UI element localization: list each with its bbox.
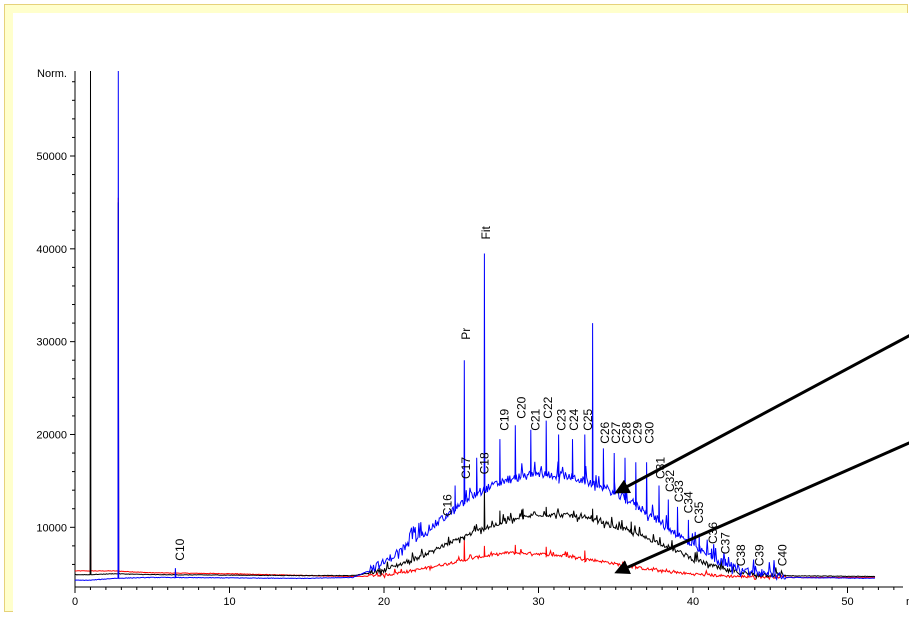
peak-label: C27 [609, 421, 623, 443]
peak-label: Fit [479, 226, 493, 240]
peak-label: C22 [541, 396, 555, 418]
peak-label: C24 [567, 408, 581, 430]
peak-label: C38 [734, 544, 748, 566]
series-line [74, 197, 876, 581]
peak-label: C37 [718, 532, 732, 554]
y-tick-label: 20000 [36, 429, 67, 441]
peak-label: C34 [681, 491, 695, 513]
peak-label: C30 [643, 421, 657, 443]
peak-label: C17 [459, 457, 473, 479]
series-line [74, 70, 876, 580]
y-tick-label: 30000 [36, 337, 67, 349]
annotation-arrow [614, 441, 909, 575]
y-axis-label: Norm. [37, 68, 67, 80]
y-tick-label: 40000 [36, 244, 67, 256]
y-tick-label: 10000 [36, 522, 67, 534]
chromatogram-chart: 10000 20000 30000 40000 50000 Norm. 0 10 20 30 40 5… [36, 68, 909, 608]
x-tick-label: 40 [687, 596, 699, 608]
x-axis-label: m [906, 596, 909, 608]
peak-label: C28 [620, 421, 634, 443]
x-tick-label: 50 [841, 596, 853, 608]
peak-label: C19 [498, 408, 512, 430]
peak-label: C32 [663, 470, 677, 492]
x-tick-label: 0 [72, 596, 78, 608]
series-line [74, 70, 875, 582]
chart-frame: 10000 20000 30000 40000 50000 Norm. 0 10 20 30 40 5… [4, 4, 909, 613]
plot-area: 10000 20000 30000 40000 50000 Norm. 0 10 20 30 40 5… [13, 13, 909, 613]
annotation-arrow [614, 334, 909, 494]
x-tick-label: 30 [532, 596, 544, 608]
peak-label: C29 [630, 421, 644, 443]
peak-label: C39 [752, 544, 766, 566]
peak-label: C40 [776, 544, 790, 566]
x-tick-label: 20 [378, 596, 390, 608]
peak-label: C33 [672, 480, 686, 502]
peak-label: C20 [515, 396, 529, 418]
peak-label: C10 [173, 538, 187, 560]
peak-label: Pr [459, 328, 473, 340]
peak-label: C18 [477, 452, 491, 474]
peak-label: C26 [598, 421, 612, 443]
y-tick-label: 50000 [36, 151, 67, 163]
peak-label: C16 [440, 494, 454, 516]
peak-label: C35 [692, 501, 706, 523]
x-tick-label: 10 [223, 596, 235, 608]
peak-label: C23 [555, 408, 569, 430]
peak-label: C21 [528, 408, 542, 430]
peak-label: C25 [581, 408, 595, 430]
